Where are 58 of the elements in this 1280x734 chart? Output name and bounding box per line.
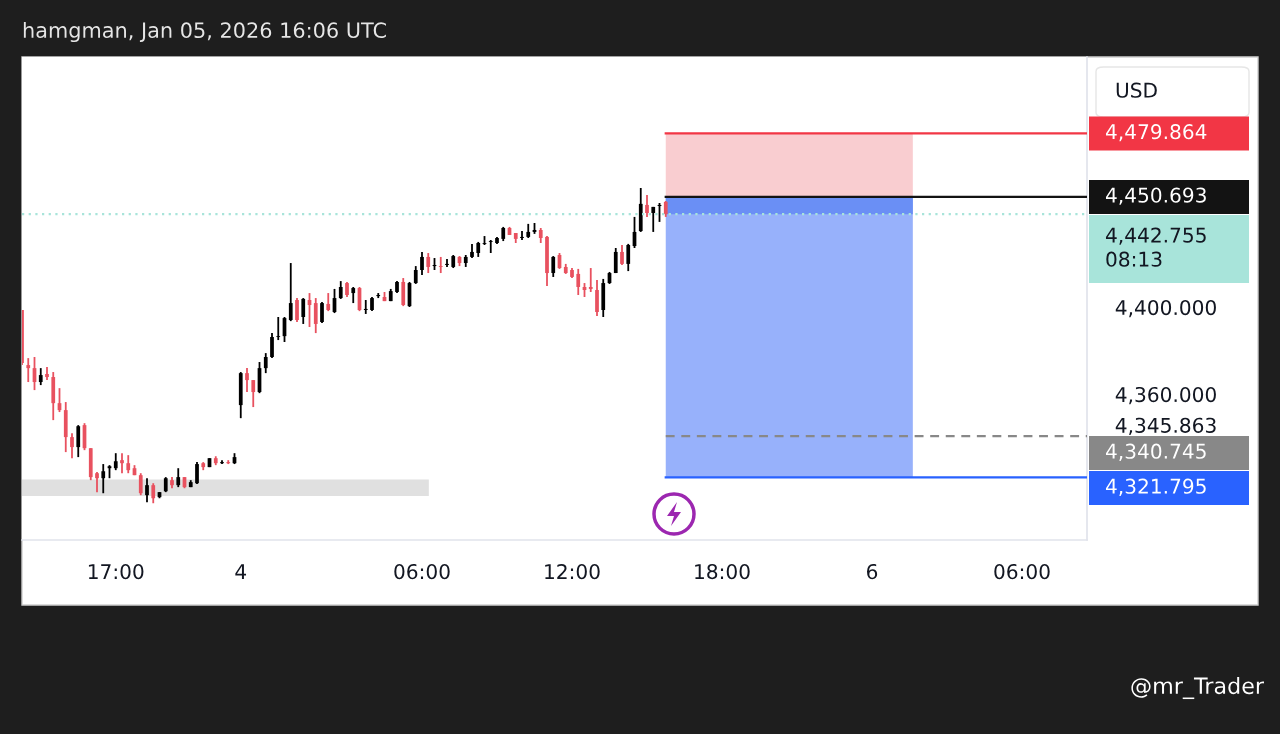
candlestick	[438, 256, 443, 274]
candlestick	[26, 357, 31, 383]
candlestick	[270, 332, 274, 360]
x-tick-label: 4	[235, 564, 247, 579]
candlestick	[101, 463, 106, 495]
candlestick	[595, 279, 599, 318]
candlestick	[420, 251, 424, 276]
x-tick-label: 17:00	[88, 563, 144, 580]
y-tick-label: 4,345.863	[1115, 417, 1216, 435]
y-tick-label: 4,400.000	[1115, 299, 1216, 318]
candlestick	[245, 367, 249, 393]
candlestick	[620, 244, 624, 266]
candlestick	[295, 297, 299, 323]
candlestick	[126, 454, 131, 475]
text: @mr_Trader	[1131, 676, 1264, 700]
text: USD	[1116, 82, 1157, 98]
candlestick	[613, 247, 618, 274]
candlestick	[276, 316, 281, 341]
candlestick	[195, 461, 199, 485]
candlestick	[488, 239, 493, 254]
candlestick	[626, 242, 631, 272]
candlestick	[326, 292, 331, 313]
candlestick	[363, 299, 368, 315]
candlestick	[176, 467, 181, 489]
candlestick	[551, 255, 556, 278]
ref-line-label: 4,321.795	[1105, 478, 1206, 496]
candlestick	[445, 257, 449, 268]
candlestick	[426, 252, 431, 274]
x-tick-label: 06:00	[994, 563, 1050, 580]
candlestick	[401, 277, 406, 308]
candlestick	[145, 477, 149, 504]
candlestick	[251, 379, 256, 408]
x-tick-label: 06:00	[394, 563, 450, 580]
candlestick	[301, 297, 306, 325]
candlestick	[588, 267, 593, 293]
ref-line-label: 4,442.755 08:13	[1105, 227, 1206, 267]
candlestick	[95, 471, 99, 494]
candlestick	[120, 452, 124, 475]
candlestick	[76, 424, 81, 459]
candlestick	[320, 301, 324, 324]
x-tick-label: 12:00	[545, 563, 600, 580]
y-tick-label: 4,360.000	[1115, 386, 1216, 405]
ref-line-label: 4,479.864	[1105, 124, 1207, 142]
candlestick	[313, 297, 318, 334]
candlestick	[576, 268, 581, 296]
candlestick	[520, 230, 524, 241]
ref-line-label: 4,340.745	[1105, 443, 1206, 461]
x-tick-label: 18:00	[695, 563, 750, 580]
candlestick	[645, 194, 649, 218]
candlestick	[70, 432, 74, 460]
candlestick	[288, 262, 293, 323]
candlestick	[138, 472, 143, 497]
x-tick-label: 6	[867, 563, 878, 580]
chart-title: hamgman, Jan 05, 2026 16:06 UTC	[23, 21, 386, 43]
candlestick	[651, 205, 656, 233]
ref-line-label: 4,450.693	[1105, 187, 1206, 205]
candlestick	[151, 482, 156, 505]
candlestick	[263, 352, 268, 375]
